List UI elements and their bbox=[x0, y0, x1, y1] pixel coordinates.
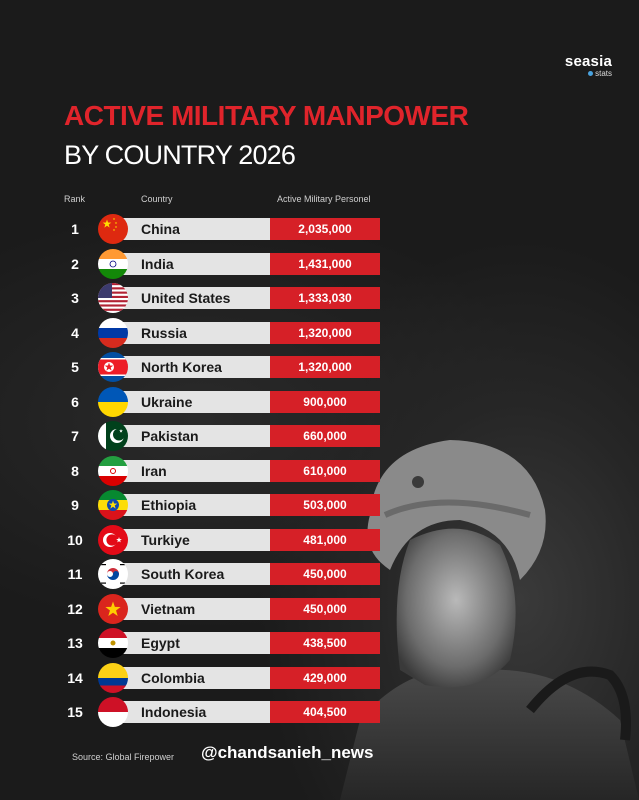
personnel-value: 503,000 bbox=[270, 494, 380, 516]
country-name: Egypt bbox=[141, 635, 180, 651]
indonesia-flag-icon bbox=[98, 697, 128, 727]
russia-flag-icon bbox=[98, 317, 128, 348]
brand-logo-sub-text: stats bbox=[595, 69, 612, 78]
brand-logo-sub: stats bbox=[565, 69, 612, 79]
personnel-value: 1,431,000 bbox=[270, 252, 380, 275]
table-row: 9 Ethiopia 503,000 bbox=[64, 490, 380, 520]
column-header-value: Active Military Personel bbox=[277, 194, 371, 204]
personnel-value: 1,333,030 bbox=[270, 287, 380, 309]
india-flag-icon bbox=[98, 248, 128, 279]
personnel-value: 438,500 bbox=[270, 632, 380, 654]
personnel-value: 660,000 bbox=[270, 425, 380, 447]
country-name: Ethiopia bbox=[141, 497, 197, 513]
rank-number: 11 bbox=[67, 566, 83, 582]
table-row: 5 North Korea 1,320,000 bbox=[64, 352, 380, 382]
rank-number: 10 bbox=[67, 531, 83, 548]
country-name: Turkiye bbox=[141, 531, 190, 548]
country-name: China bbox=[141, 221, 180, 237]
table-row: 15 Indonesia 404,500 bbox=[64, 697, 380, 727]
country-name: Ukraine bbox=[141, 393, 193, 410]
rank-number: 13 bbox=[67, 635, 83, 651]
rank-number: 15 bbox=[67, 704, 83, 720]
table-row: 13 Egypt 438,500 bbox=[64, 628, 380, 658]
personnel-value: 404,500 bbox=[270, 701, 380, 723]
personnel-value: 610,000 bbox=[270, 459, 380, 482]
country-name: Colombia bbox=[141, 669, 205, 686]
egypt-flag-icon bbox=[98, 628, 128, 658]
country-name: South Korea bbox=[141, 566, 225, 582]
turkiye-flag-icon bbox=[98, 524, 128, 555]
north-korea-flag-icon bbox=[98, 352, 128, 382]
personnel-value: 1,320,000 bbox=[270, 321, 380, 344]
country-name: Pakistan bbox=[141, 428, 199, 444]
rank-number: 9 bbox=[71, 497, 79, 513]
rank-number: 12 bbox=[67, 600, 83, 617]
country-name: Vietnam bbox=[141, 600, 196, 617]
usa-flag-icon bbox=[98, 283, 128, 313]
ukraine-flag-icon bbox=[98, 386, 128, 417]
country-name: North Korea bbox=[141, 359, 222, 375]
personnel-value: 2,035,000 bbox=[270, 218, 380, 240]
personnel-value: 900,000 bbox=[270, 390, 380, 413]
pakistan-flag-icon bbox=[98, 421, 128, 451]
logo-dot-icon bbox=[588, 71, 594, 77]
country-name: Russia bbox=[141, 324, 187, 341]
country-name: Indonesia bbox=[141, 704, 207, 720]
table-row: 2 India 1,431,000 bbox=[64, 248, 380, 279]
brand-logo-main: seasia bbox=[564, 53, 612, 70]
table-row: 7 Pakistan 660,000 bbox=[64, 421, 380, 451]
personnel-value: 450,000 bbox=[270, 597, 380, 620]
iran-flag-icon bbox=[98, 455, 128, 486]
ethiopia-flag-icon bbox=[98, 490, 128, 520]
country-name: United States bbox=[141, 290, 231, 306]
table-row: 11 South Korea 450,000 bbox=[64, 559, 380, 589]
rank-number: 2 bbox=[71, 255, 79, 272]
table-row: 12 Vietnam 450,000 bbox=[64, 593, 380, 624]
south-korea-flag-icon bbox=[98, 559, 128, 589]
soldier-photo bbox=[340, 440, 639, 800]
table-row: 3 United States 1,333,030 bbox=[64, 283, 380, 313]
column-header-country: Country bbox=[141, 194, 173, 204]
personnel-value: 450,000 bbox=[270, 563, 380, 585]
brand-logo: seasia stats bbox=[565, 54, 612, 79]
chart-subtitle: BY COUNTRY 2026 bbox=[64, 140, 296, 170]
rank-number: 8 bbox=[71, 462, 79, 479]
personnel-value: 429,000 bbox=[270, 666, 380, 689]
table-row: 14 Colombia 429,000 bbox=[64, 662, 380, 693]
table-row: 4 Russia 1,320,000 bbox=[64, 317, 380, 348]
country-name: Iran bbox=[141, 462, 167, 479]
source-note: Source: Global Firepower bbox=[72, 752, 175, 762]
colombia-flag-icon bbox=[98, 662, 128, 693]
rank-number: 1 bbox=[71, 221, 79, 237]
vietnam-flag-icon bbox=[98, 593, 128, 624]
rank-number: 6 bbox=[71, 393, 79, 410]
column-header-rank: Rank bbox=[64, 194, 86, 204]
country-name: India bbox=[141, 255, 174, 272]
table-row: 6 Ukraine 900,000 bbox=[64, 386, 380, 417]
rank-number: 14 bbox=[67, 669, 83, 686]
china-flag-icon bbox=[98, 214, 128, 244]
personnel-value: 481,000 bbox=[270, 528, 380, 551]
table-row: 10 Turkiye 481,000 bbox=[64, 524, 380, 555]
rank-number: 3 bbox=[71, 290, 79, 306]
rank-number: 7 bbox=[71, 428, 79, 444]
chart-title: ACTIVE MILITARY MANPOWER bbox=[64, 100, 469, 131]
rank-number: 4 bbox=[71, 324, 79, 341]
rank-number: 5 bbox=[71, 359, 79, 375]
personnel-value: 1,320,000 bbox=[270, 356, 380, 378]
social-handle: @chandsanieh_news bbox=[201, 743, 374, 762]
table-row: 1 China 2,035,000 bbox=[64, 214, 380, 244]
table-row: 8 Iran 610,000 bbox=[64, 455, 380, 486]
